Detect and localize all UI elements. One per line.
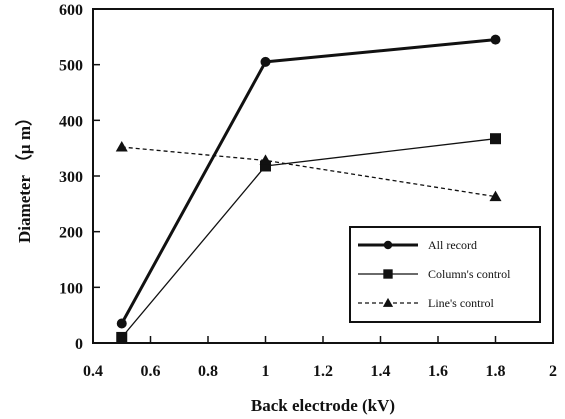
legend-label: All record (428, 238, 477, 252)
data-point-square (116, 331, 128, 343)
y-tick-label: 500 (59, 58, 83, 75)
x-tick-label: 1 (262, 363, 270, 380)
series-0 (116, 34, 501, 329)
data-point-square (490, 133, 501, 145)
series-1 (116, 133, 501, 343)
data-point-square (260, 160, 271, 172)
y-tick-label: 300 (59, 169, 83, 186)
series-layer (115, 34, 502, 343)
y-axis-title: Diameter （μ m） (14, 109, 34, 243)
legend-marker-circle (383, 240, 393, 250)
data-point-circle (490, 34, 501, 45)
series-2 (115, 141, 502, 202)
x-tick-label: 0.8 (198, 363, 218, 380)
x-tick-label: 0.6 (141, 363, 161, 380)
x-tick-label: 1.8 (486, 363, 506, 380)
legend: All record Column's control Line's control (349, 226, 541, 323)
data-point-circle (260, 56, 271, 67)
y-axis: 0 100 200 300 400 500 600 (59, 2, 100, 353)
legend-label: Line's control (428, 296, 494, 310)
data-point-triangle (489, 190, 502, 202)
x-axis-title: Back electrode (kV) (251, 396, 395, 415)
legend-items: All record Column's control Line's control (358, 238, 511, 310)
legend-marker-triangle (382, 297, 394, 307)
y-tick-label: 100 (59, 280, 83, 297)
y-tick-label: 400 (59, 113, 83, 130)
y-tick-label: 600 (59, 2, 83, 19)
x-tick-label: 1.6 (428, 363, 448, 380)
x-tick-label: 2 (549, 363, 557, 380)
data-point-triangle (115, 141, 128, 152)
x-tick-label: 1.2 (313, 363, 333, 380)
x-tick-label: 0.4 (83, 363, 103, 380)
y-tick-label: 200 (59, 225, 83, 242)
legend-marker-square (383, 269, 393, 279)
y-tick-label: 0 (75, 336, 83, 353)
x-axis: 0.4 0.6 0.8 1 1.2 1.4 1.6 1.8 2 (83, 336, 557, 380)
legend-label: Column's control (428, 267, 511, 281)
data-point-triangle (259, 154, 272, 165)
data-point-circle (116, 318, 127, 329)
x-tick-label: 1.4 (371, 363, 391, 380)
